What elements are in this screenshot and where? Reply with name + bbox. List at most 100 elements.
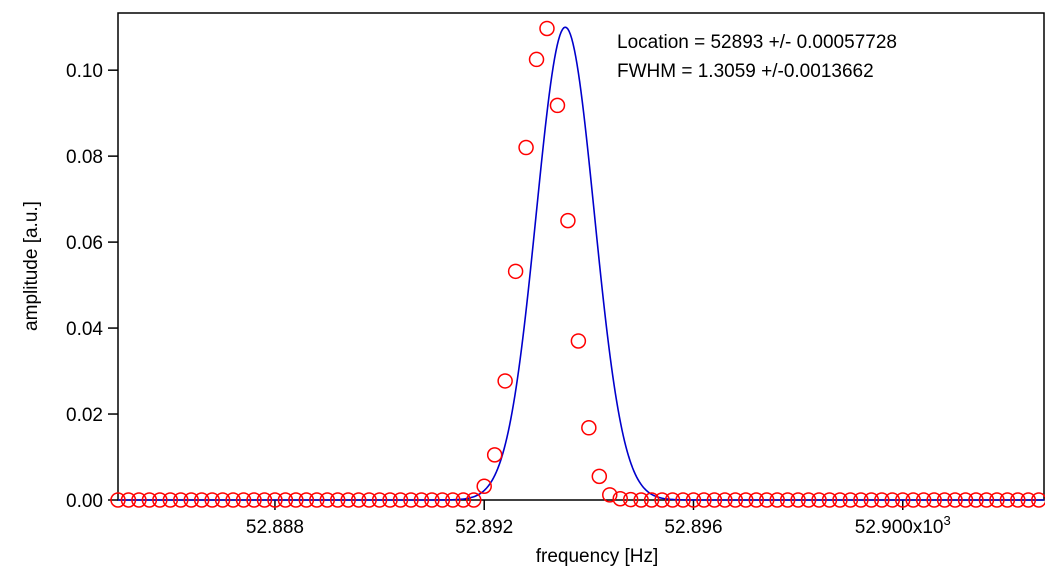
annotation-location: Location = 52893 +/- 0.00057728 — [617, 32, 897, 53]
data-point — [706, 492, 723, 508]
data-point — [675, 492, 691, 508]
y-tick-label: 0.00 — [66, 491, 103, 512]
data-point — [1031, 492, 1045, 508]
data-point — [811, 492, 827, 508]
x-axis-label: frequency [Hz] — [536, 546, 659, 567]
data-point — [204, 492, 220, 508]
data-point — [235, 492, 252, 508]
data-point — [277, 492, 294, 508]
data-point — [602, 487, 618, 503]
data-point — [936, 492, 953, 508]
data-point — [486, 447, 503, 463]
data-point — [633, 492, 649, 508]
data-point — [863, 492, 880, 508]
data-point — [581, 420, 597, 436]
data-point — [214, 492, 231, 508]
fit-line — [118, 26, 1044, 501]
data-point — [1020, 492, 1037, 508]
data-point — [717, 492, 733, 508]
data-point — [256, 492, 273, 508]
data-point — [466, 492, 482, 508]
data-point — [853, 492, 869, 508]
data-point — [968, 492, 984, 508]
data-point — [518, 139, 534, 156]
x-tick-label: 52.892 — [455, 517, 513, 538]
x-tick-label: 52.900x103 — [855, 513, 951, 538]
data-point — [664, 492, 681, 508]
data-point — [403, 492, 419, 508]
x-tick-exponent: 3 — [944, 513, 951, 528]
data-point — [947, 492, 963, 508]
y-tick-label: 0.02 — [66, 405, 103, 426]
data-point — [696, 492, 712, 508]
data-point — [392, 492, 409, 508]
data-point — [842, 492, 859, 508]
y-tick-label: 0.10 — [66, 61, 103, 82]
data-point — [361, 492, 377, 508]
data-point — [832, 492, 848, 508]
data-point — [769, 492, 785, 508]
data-point — [528, 51, 545, 68]
data-point — [884, 492, 901, 508]
annotation-fwhm: FWHM = 1.3059 +/-0.0013662 — [617, 61, 874, 82]
data-point — [162, 492, 179, 508]
data-point — [309, 492, 325, 508]
data-point — [570, 333, 587, 349]
data-point — [685, 492, 702, 508]
data-point — [821, 492, 838, 508]
data-point — [424, 492, 440, 508]
data-point — [350, 492, 367, 508]
data-point — [267, 492, 283, 508]
data-point — [612, 490, 628, 507]
data-point — [957, 492, 974, 508]
data-point — [507, 263, 524, 280]
data-point — [654, 492, 670, 508]
data-point — [445, 492, 461, 508]
data-point — [978, 492, 995, 508]
y-axis-label: amplitude [a.u.] — [21, 201, 42, 331]
data-point — [413, 492, 430, 508]
data-point — [298, 492, 315, 508]
data-point — [141, 492, 158, 508]
y-tick-label: 0.08 — [66, 147, 103, 168]
data-point — [319, 492, 336, 508]
data-point — [183, 492, 199, 508]
data-point — [560, 212, 576, 229]
data-point — [1010, 492, 1026, 508]
data-point — [905, 492, 921, 508]
data-point — [455, 492, 472, 508]
data-point — [110, 492, 126, 508]
data-point — [738, 492, 754, 508]
data-point — [246, 492, 262, 508]
y-axis-ticks: 0.00 0.02 0.04 0.06 0.08 0.10 — [66, 61, 118, 512]
data-point — [340, 492, 356, 508]
data-markers — [110, 20, 1045, 508]
y-tick-label: 0.04 — [66, 319, 103, 340]
data-point — [539, 20, 555, 37]
x-axis-ticks: 52.888 52.892 52.896 52.900x103 — [246, 500, 951, 538]
data-point — [173, 492, 189, 508]
data-point — [748, 492, 765, 508]
y-tick-label: 0.06 — [66, 233, 103, 254]
data-point — [874, 492, 890, 508]
data-point — [800, 492, 817, 508]
data-point — [549, 97, 566, 114]
data-point — [779, 492, 796, 508]
x-tick-label: 52.888 — [246, 517, 304, 538]
data-point — [758, 492, 775, 508]
data-point — [622, 491, 639, 508]
data-point — [591, 468, 608, 485]
data-point — [643, 492, 660, 508]
data-point — [225, 492, 241, 508]
data-point — [120, 492, 137, 508]
data-point — [790, 492, 806, 508]
data-point — [329, 492, 346, 508]
data-point — [288, 492, 304, 508]
data-point — [152, 492, 168, 508]
data-point — [434, 492, 451, 508]
data-point — [915, 492, 932, 508]
data-point — [382, 492, 398, 508]
data-point — [193, 492, 210, 508]
